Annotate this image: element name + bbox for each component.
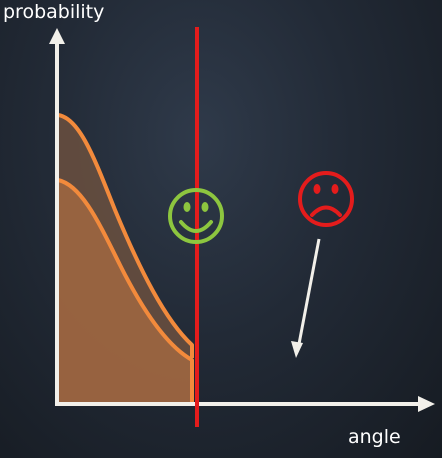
frowning-face-icon (298, 171, 354, 227)
outer-distribution-curve (57, 113, 194, 358)
x-axis-arrowhead (418, 396, 435, 412)
inner-distribution-curve (57, 178, 194, 405)
inner-distribution-area (58, 180, 192, 405)
x-axis-label: angle (348, 426, 401, 448)
y-axis-label: probability (3, 1, 105, 23)
pointer-arrow-head (291, 341, 303, 358)
smiley-face-icon (168, 188, 224, 244)
pointer-arrow-shaft (297, 238, 321, 345)
y-axis-arrowhead (49, 28, 65, 44)
